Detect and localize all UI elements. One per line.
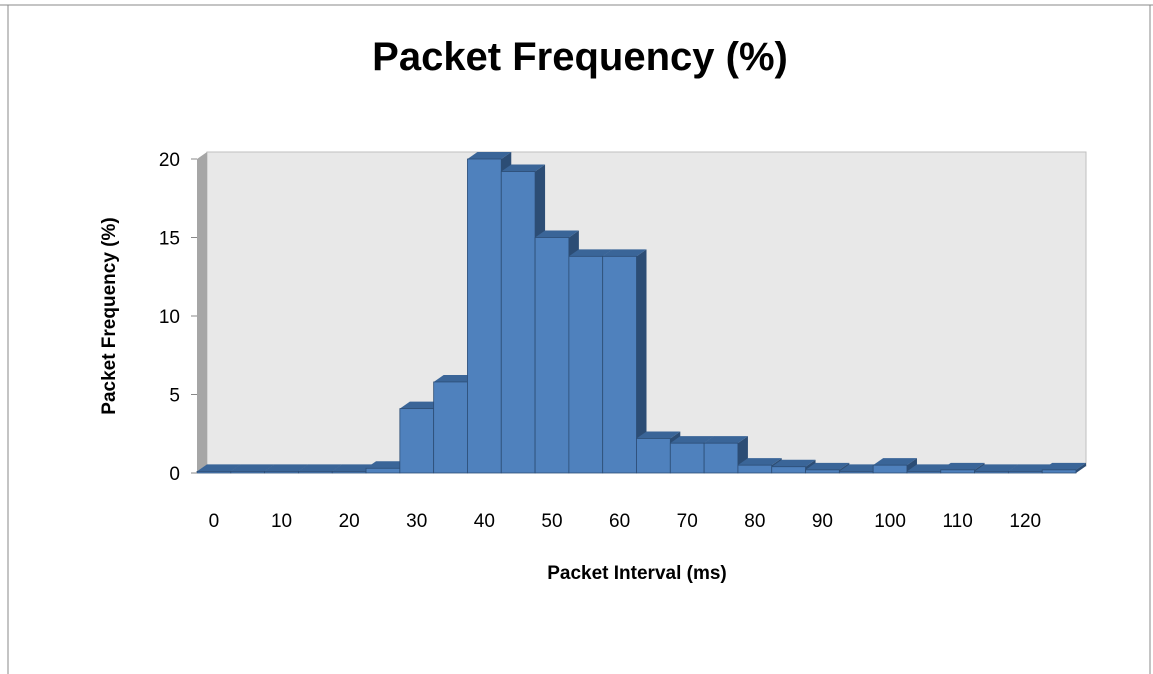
bar-top xyxy=(771,459,816,467)
bar-front xyxy=(771,466,806,474)
y-tick-label: 20 xyxy=(159,150,180,171)
bar-front xyxy=(568,255,604,474)
bar-front xyxy=(298,471,333,474)
chart-title: Packet Frequency (%) xyxy=(372,35,788,79)
bar-top xyxy=(602,249,647,257)
y-tick-label: 10 xyxy=(159,307,180,328)
bar-top xyxy=(501,164,546,172)
bar-top xyxy=(670,436,715,444)
bar-front xyxy=(737,464,773,474)
x-tick-label: 100 xyxy=(874,511,906,532)
x-tick-label: 70 xyxy=(677,511,698,532)
bar-top xyxy=(737,458,782,466)
bar-top xyxy=(535,230,579,238)
x-tick-label: 10 xyxy=(271,511,292,532)
bar-top xyxy=(1042,462,1086,470)
bar-front xyxy=(534,237,570,474)
bar-front xyxy=(365,467,401,474)
bar-top xyxy=(264,464,309,472)
bar-side xyxy=(906,458,917,473)
bar-front xyxy=(636,438,671,474)
x-tick-label: 0 xyxy=(209,511,220,532)
bar-top xyxy=(399,401,444,409)
bar-front xyxy=(1007,471,1043,474)
bar-top xyxy=(1008,464,1053,472)
bar-top xyxy=(636,431,681,439)
bar-top xyxy=(568,249,613,257)
bar-front xyxy=(906,471,942,474)
bar-front xyxy=(264,471,299,474)
x-tick-label: 110 xyxy=(943,511,973,532)
bar-top xyxy=(873,458,917,466)
bar-top xyxy=(467,152,512,159)
bar xyxy=(1041,462,1086,474)
bar-top xyxy=(805,462,850,470)
bar-top xyxy=(230,464,275,472)
bar xyxy=(602,249,647,474)
side-wall xyxy=(197,152,207,473)
x-tick-label: 80 xyxy=(744,511,765,532)
bar-top xyxy=(974,464,1019,472)
bar-top xyxy=(197,464,241,472)
bars-group xyxy=(196,152,1086,474)
bar-front xyxy=(940,469,975,474)
x-tick-label: 40 xyxy=(474,511,495,532)
bar-front xyxy=(500,171,536,474)
bar-side xyxy=(636,249,647,473)
x-tick-label: 120 xyxy=(1009,511,1041,532)
bar-front xyxy=(838,471,874,474)
y-tick-label: 5 xyxy=(169,386,180,407)
x-tick-label: 30 xyxy=(406,511,427,532)
y-axis-ticks: 0 5 10 15 20 xyxy=(159,150,197,485)
x-axis-ticks: 0 10 20 30 40 50 60 70 80 90 100 110 120 xyxy=(209,511,1042,532)
bar-front xyxy=(974,471,1009,474)
bar-top xyxy=(298,464,343,472)
bar-front xyxy=(805,469,840,474)
bar-top xyxy=(433,374,478,382)
bar-front xyxy=(196,471,232,474)
y-tick-label: 15 xyxy=(159,229,180,250)
x-tick-label: 90 xyxy=(812,511,833,532)
bar-top xyxy=(940,462,985,470)
bar-top xyxy=(366,461,410,469)
bar-top xyxy=(906,464,951,472)
x-axis-title: Packet Interval (ms) xyxy=(547,563,727,584)
bar-front xyxy=(872,464,908,474)
bar-front xyxy=(467,158,502,474)
bar-front xyxy=(331,471,367,474)
bar-front xyxy=(399,408,435,474)
y-axis-title: Packet Frequency (%) xyxy=(99,217,120,414)
bar-top xyxy=(704,436,748,444)
bar-side xyxy=(1076,462,1086,473)
bar xyxy=(568,249,613,474)
bar xyxy=(872,458,917,474)
x-tick-label: 60 xyxy=(609,511,630,532)
bar-top xyxy=(332,464,377,472)
bar-front xyxy=(669,442,705,474)
bar xyxy=(703,436,748,474)
bar-top xyxy=(839,464,884,472)
x-tick-label: 50 xyxy=(541,511,562,532)
bar-front xyxy=(433,381,468,474)
x-tick-label: 20 xyxy=(339,511,360,532)
bar-front xyxy=(230,471,266,474)
bar-front xyxy=(602,255,637,474)
bar-front xyxy=(703,442,739,474)
y-tick-label: 0 xyxy=(169,464,180,485)
bar-front xyxy=(1041,469,1077,474)
